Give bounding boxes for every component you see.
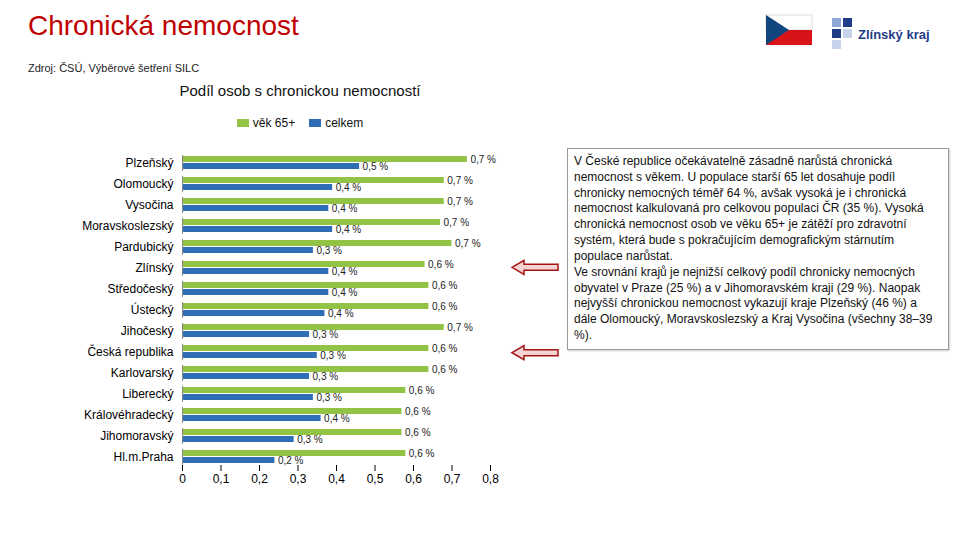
- svg-text:0,4 %: 0,4 %: [332, 287, 358, 298]
- svg-text:Zlínský: Zlínský: [135, 261, 173, 275]
- svg-text:0,3 %: 0,3 %: [297, 434, 323, 445]
- svg-text:Jihočeský: Jihočeský: [121, 324, 174, 338]
- svg-text:0,4 %: 0,4 %: [332, 266, 358, 277]
- html-text:Zdroj: ČSÚ, Výběrové šetření S: Zdroj: ČSÚ, Výběrové šetření SILC: [28, 62, 200, 74]
- svg-text:Česká republika: Česká republika: [87, 344, 173, 359]
- svg-text:0,6 %: 0,6 %: [409, 448, 435, 459]
- svg-text:0,7 %: 0,7 %: [447, 175, 473, 186]
- svg-text:0,1: 0,1: [213, 472, 230, 486]
- svg-text:0,7 %: 0,7 %: [447, 322, 473, 333]
- svg-text:0,7 %: 0,7 %: [447, 196, 473, 207]
- svg-text:0,6 %: 0,6 %: [432, 301, 458, 312]
- svg-text:0,6 %: 0,6 %: [432, 364, 458, 375]
- svg-text:0,2: 0,2: [251, 472, 268, 486]
- svg-text:0,4 %: 0,4 %: [336, 182, 362, 193]
- svg-text:Hl.m.Praha: Hl.m.Praha: [113, 450, 173, 464]
- svg-text:Plzeňský: Plzeňský: [125, 156, 173, 170]
- svg-text:Moravskoslezský: Moravskoslezský: [82, 219, 173, 233]
- svg-text:0,3 %: 0,3 %: [316, 245, 342, 256]
- html-text:věk 65+: věk 65+: [252, 116, 296, 130]
- svg-text:0,5: 0,5: [367, 472, 384, 486]
- html-text:celkem: celkem: [325, 116, 364, 130]
- html-text:V České republice očekávatelně: V České republice očekávatelně zásadně n…: [574, 154, 924, 263]
- svg-text:0,6 %: 0,6 %: [409, 385, 435, 396]
- svg-text:0,3 %: 0,3 %: [320, 350, 346, 361]
- svg-text:0,4: 0,4: [328, 472, 345, 486]
- svg-text:0,3 %: 0,3 %: [313, 371, 339, 382]
- svg-text:0,7 %: 0,7 %: [455, 238, 481, 249]
- svg-text:0,3: 0,3: [290, 472, 307, 486]
- svg-text:Liberecký: Liberecký: [122, 387, 173, 401]
- svg-text:0,7: 0,7: [444, 472, 461, 486]
- svg-text:Pardubický: Pardubický: [114, 240, 173, 254]
- svg-text:0,6 %: 0,6 %: [432, 280, 458, 291]
- svg-text:0,5 %: 0,5 %: [363, 161, 389, 172]
- html-text:Zlínský kraj: Zlínský kraj: [858, 27, 930, 42]
- svg-text:0,6 %: 0,6 %: [405, 427, 431, 438]
- html-text:Ve srovnání krajů je nejnižší: Ve srovnání krajů je nejnižší celkový po…: [574, 264, 933, 343]
- svg-text:0,6: 0,6: [405, 472, 422, 486]
- svg-text:0,8: 0,8: [482, 472, 499, 486]
- svg-text:0,6 %: 0,6 %: [428, 259, 454, 270]
- svg-text:Jihomoravský: Jihomoravský: [100, 429, 173, 443]
- svg-text:Královéhradecký: Královéhradecký: [84, 408, 173, 422]
- svg-text:0,6 %: 0,6 %: [432, 343, 458, 354]
- svg-text:Karlovarský: Karlovarský: [111, 366, 174, 380]
- svg-text:0,7 %: 0,7 %: [443, 217, 469, 228]
- svg-text:0,3 %: 0,3 %: [316, 392, 342, 403]
- svg-text:0,6 %: 0,6 %: [405, 406, 431, 417]
- svg-text:Středočeský: Středočeský: [107, 282, 173, 296]
- svg-text:0,2 %: 0,2 %: [278, 455, 304, 466]
- svg-text:Olomoucký: Olomoucký: [113, 177, 173, 191]
- svg-text:Vysočina: Vysočina: [125, 198, 174, 212]
- svg-text:0,7 %: 0,7 %: [470, 154, 496, 165]
- svg-text:0,4 %: 0,4 %: [328, 308, 354, 319]
- svg-text:0,3 %: 0,3 %: [313, 329, 339, 340]
- svg-text:0,4 %: 0,4 %: [336, 224, 362, 235]
- svg-text:0,4 %: 0,4 %: [332, 203, 358, 214]
- svg-text:Ústecký: Ústecký: [131, 302, 174, 317]
- html-text:Podíl osob s chronickou nemocn: Podíl osob s chronickou nemocností: [179, 82, 421, 99]
- svg-text:0,4 %: 0,4 %: [324, 413, 350, 424]
- svg-text:0: 0: [179, 472, 186, 486]
- html-text:Chronická nemocnost: Chronická nemocnost: [28, 10, 299, 41]
